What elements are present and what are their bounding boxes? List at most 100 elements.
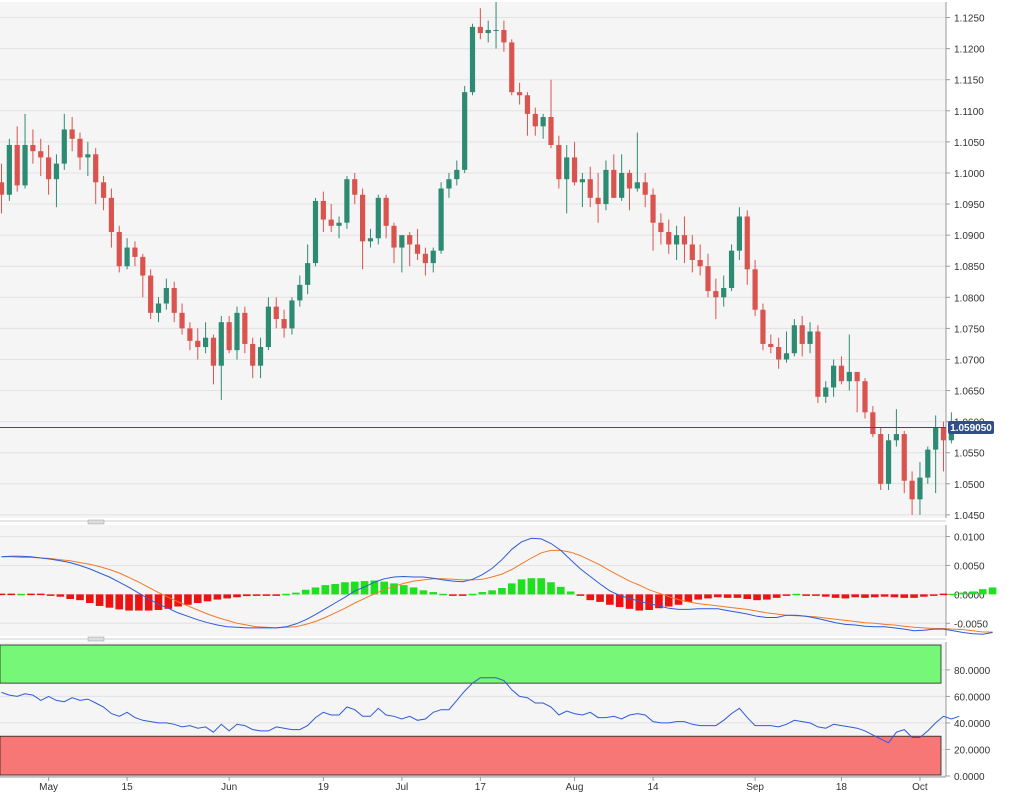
candle[interactable] [909, 471, 915, 515]
candle[interactable] [634, 132, 640, 192]
candle[interactable] [540, 113, 546, 139]
candle[interactable] [234, 306, 240, 360]
candle[interactable] [846, 334, 852, 391]
candle[interactable] [446, 172, 452, 198]
candle[interactable] [399, 235, 405, 273]
candle[interactable] [933, 415, 939, 494]
candle[interactable] [0, 163, 5, 214]
candle[interactable] [124, 238, 130, 270]
candle[interactable] [77, 132, 83, 170]
candle[interactable] [273, 297, 279, 329]
candle[interactable] [728, 244, 735, 292]
candle[interactable] [579, 172, 585, 208]
candle[interactable] [430, 247, 436, 273]
candle[interactable] [132, 241, 138, 267]
candle[interactable] [281, 309, 287, 338]
candle[interactable] [14, 126, 20, 192]
candle[interactable] [752, 260, 758, 316]
candle[interactable] [108, 188, 114, 248]
candle[interactable] [791, 319, 797, 357]
candle[interactable] [571, 141, 578, 186]
candle[interactable] [53, 154, 60, 208]
candle[interactable] [469, 23, 476, 96]
candle[interactable] [61, 113, 67, 170]
candle[interactable] [823, 381, 829, 403]
candle[interactable] [265, 297, 271, 351]
candle[interactable] [297, 275, 303, 307]
candle[interactable] [862, 378, 868, 419]
candle[interactable] [885, 434, 892, 491]
candle[interactable] [6, 138, 12, 201]
panel-resize-handle-2[interactable] [0, 636, 946, 642]
candle[interactable] [721, 275, 727, 307]
candle[interactable] [407, 232, 413, 267]
candle[interactable] [30, 129, 36, 164]
candle[interactable] [831, 359, 837, 397]
macd-panel[interactable]: 0.0100 0.0050 0.0000 -0.0050 [0, 525, 997, 636]
candle[interactable] [155, 297, 162, 323]
candle[interactable] [462, 85, 468, 173]
candle[interactable] [438, 182, 444, 254]
candle[interactable] [626, 169, 633, 211]
candle[interactable] [422, 247, 428, 276]
candle[interactable] [697, 244, 703, 276]
candle[interactable] [532, 107, 538, 136]
candle[interactable] [305, 244, 311, 295]
candle[interactable] [603, 160, 609, 211]
candle[interactable] [517, 82, 523, 105]
candle[interactable] [242, 306, 248, 354]
candle[interactable] [383, 194, 389, 239]
candle[interactable] [312, 197, 319, 267]
candle[interactable] [391, 222, 397, 264]
candle[interactable] [681, 216, 688, 264]
candle[interactable] [414, 228, 421, 260]
candle[interactable] [658, 213, 664, 245]
candle[interactable] [878, 427, 884, 491]
candle[interactable] [344, 176, 350, 229]
candle[interactable] [736, 207, 742, 260]
candle[interactable] [320, 191, 326, 233]
price-panel[interactable]: 1.1250 1.1200 1.1150 1.1100 1.1050 1.1000 1.09… [0, 2, 994, 522]
candle[interactable] [100, 176, 107, 211]
candle[interactable] [336, 216, 342, 239]
candle[interactable] [744, 210, 750, 285]
candle[interactable] [179, 303, 185, 335]
candle[interactable] [352, 172, 358, 205]
candle[interactable] [901, 430, 907, 494]
candle[interactable] [650, 188, 656, 251]
candle[interactable] [524, 92, 531, 136]
candle[interactable] [116, 225, 122, 273]
candle[interactable] [22, 113, 28, 189]
candle[interactable] [367, 228, 374, 248]
candle[interactable] [46, 144, 52, 195]
candle[interactable] [328, 204, 334, 233]
candle[interactable] [250, 337, 256, 379]
candle[interactable] [556, 135, 562, 189]
candle[interactable] [148, 269, 154, 320]
candle[interactable] [564, 144, 570, 214]
candle[interactable] [611, 154, 617, 198]
candle[interactable] [203, 322, 209, 354]
candle[interactable] [642, 172, 648, 208]
candle[interactable] [454, 160, 460, 186]
candle[interactable] [163, 278, 169, 310]
panel-resize-handle-1[interactable] [0, 519, 946, 525]
candle[interactable] [925, 446, 931, 484]
candle[interactable] [940, 421, 947, 472]
candle[interactable] [666, 219, 672, 254]
candlesticks[interactable] [0, 2, 954, 515]
candle[interactable] [375, 194, 381, 245]
candle[interactable] [85, 141, 91, 177]
candle[interactable] [799, 315, 805, 357]
candle[interactable] [140, 253, 146, 298]
candle[interactable] [705, 253, 711, 298]
candle[interactable] [493, 2, 499, 49]
candle[interactable] [171, 281, 177, 323]
candle[interactable] [768, 334, 774, 354]
candle[interactable] [218, 315, 224, 400]
candle[interactable] [619, 154, 625, 201]
candle[interactable] [187, 322, 193, 351]
candle[interactable] [807, 322, 813, 354]
